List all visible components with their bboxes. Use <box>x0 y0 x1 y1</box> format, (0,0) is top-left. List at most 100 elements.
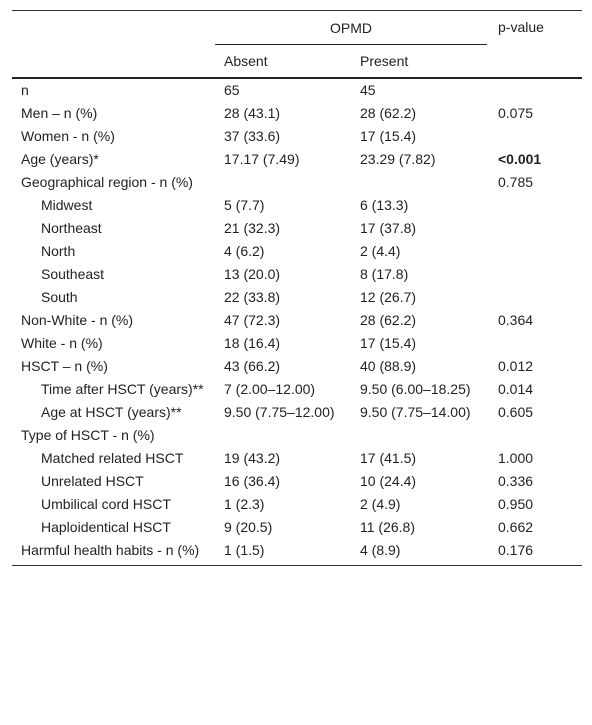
absent-cell: 43 (66.2) <box>224 358 281 374</box>
table-row: HSCT – n (%) 43 (66.2) 40 (88.9) 0.012 <box>12 355 582 378</box>
row-label: Southeast <box>41 266 105 282</box>
table-row: Harmful health habits - n (%) 1 (1.5) 4 (8… <box>12 539 582 566</box>
row-label: Age (years)* <box>21 151 99 167</box>
present-cell: 17 (15.4) <box>360 335 417 351</box>
present-cell: 12 (26.7) <box>360 289 417 305</box>
header-row: Absent Present <box>12 45 582 78</box>
absent-cell: 28 (43.1) <box>224 105 281 121</box>
table-row: Time after HSCT (years)** 7 (2.00–12.00) 9… <box>12 378 582 401</box>
absent-cell: 13 (20.0) <box>224 266 281 282</box>
present-cell: 9.50 (7.75–14.00) <box>360 404 471 420</box>
absent-cell: 18 (16.4) <box>224 335 281 351</box>
absent-cell: 16 (36.4) <box>224 473 281 489</box>
table-row: White - n (%) 18 (16.4) 17 (15.4) <box>12 332 582 355</box>
table-row: North 4 (6.2) 2 (4.4) <box>12 240 582 263</box>
pvalue-cell <box>487 125 582 148</box>
table-row: Unrelated HSCT 16 (36.4) 10 (24.4) 0.336 <box>12 470 582 493</box>
pvalue-cell <box>487 263 582 286</box>
row-label: South <box>41 289 78 305</box>
group-header: OPMD <box>215 10 487 45</box>
present-cell: 10 (24.4) <box>360 473 417 489</box>
table-row: Midwest 5 (7.7) 6 (13.3) <box>12 194 582 217</box>
row-label: Unrelated HSCT <box>41 473 144 489</box>
pvalue-cell <box>487 217 582 240</box>
present-cell <box>351 171 487 194</box>
present-cell: 17 (37.8) <box>360 220 417 236</box>
pvalue-cell <box>487 194 582 217</box>
pvalue-header: p-value <box>498 19 544 35</box>
absent-cell: 1 (2.3) <box>224 496 265 512</box>
present-cell: 28 (62.2) <box>360 105 417 121</box>
absent-cell: 4 (6.2) <box>224 243 265 259</box>
pvalue-cell <box>487 286 582 309</box>
table-head: OPMD p-value Absent Present <box>12 10 582 78</box>
pvalue-cell: 1.000 <box>498 450 534 466</box>
pvalue-cell <box>487 78 582 102</box>
row-label: Northeast <box>41 220 102 236</box>
absent-cell: 9.50 (7.75–12.00) <box>224 404 335 420</box>
table-row: Women - n (%) 37 (33.6) 17 (15.4) <box>12 125 582 148</box>
present-cell: 2 (4.4) <box>360 243 401 259</box>
present-cell: 17 (41.5) <box>360 450 417 466</box>
row-label: White - n (%) <box>21 335 103 351</box>
pvalue-cell <box>487 332 582 355</box>
present-cell: 4 (8.9) <box>360 542 401 558</box>
absent-cell <box>215 171 351 194</box>
results-table: OPMD p-value Absent Present n 65 45 Men – n… <box>12 10 582 566</box>
pvalue-cell: 0.950 <box>498 496 534 512</box>
row-label: Non-White - n (%) <box>21 312 134 328</box>
absent-cell: 17.17 (7.49) <box>224 151 300 167</box>
table-row: Southeast 13 (20.0) 8 (17.8) <box>12 263 582 286</box>
table-row: Northeast 21 (32.3) 17 (37.8) <box>12 217 582 240</box>
pvalue-cell: 0.364 <box>498 312 534 328</box>
row-label: Men – n (%) <box>21 105 98 121</box>
table-row: Age (years)* 17.17 (7.49) 23.29 (7.82) <0.0… <box>12 148 582 171</box>
row-label: Midwest <box>41 197 93 213</box>
absent-cell: 5 (7.7) <box>224 197 265 213</box>
absent-cell: 19 (43.2) <box>224 450 281 466</box>
header-blank <box>12 11 215 45</box>
row-label: Women - n (%) <box>21 128 115 144</box>
table-row: South 22 (33.8) 12 (26.7) <box>12 286 582 309</box>
present-cell: 28 (62.2) <box>360 312 417 328</box>
row-label: North <box>41 243 76 259</box>
absent-cell: 37 (33.6) <box>224 128 281 144</box>
row-label: Time after HSCT (years)** <box>41 381 204 397</box>
table-row: Non-White - n (%) 47 (72.3) 28 (62.2) 0.364 <box>12 309 582 332</box>
table-row: Geographical region - n (%) 0.785 <box>12 171 582 194</box>
absent-cell: 22 (33.8) <box>224 289 281 305</box>
table-row: n 65 45 <box>12 78 582 102</box>
pvalue-cell: 0.662 <box>498 519 534 535</box>
table-row: Umbilical cord HSCT 1 (2.3) 2 (4.9) 0.950 <box>12 493 582 516</box>
table-row: Matched related HSCT 19 (43.2) 17 (41.5) 1.… <box>12 447 582 470</box>
pvalue-cell: 0.014 <box>498 381 534 397</box>
pvalue-cell: 0.336 <box>498 473 534 489</box>
row-label: Haploidentical HSCT <box>41 519 171 535</box>
absent-cell: 9 (20.5) <box>224 519 273 535</box>
row-label: HSCT – n (%) <box>21 358 108 374</box>
present-cell: 45 <box>360 82 376 98</box>
absent-cell <box>215 424 351 447</box>
present-cell: 2 (4.9) <box>360 496 401 512</box>
row-label: Geographical region - n (%) <box>21 174 193 190</box>
present-cell <box>351 424 487 447</box>
pvalue-cell <box>487 424 582 447</box>
present-cell: 11 (26.8) <box>360 519 415 535</box>
row-label: n <box>21 82 29 98</box>
absent-cell: 1 (1.5) <box>224 542 265 558</box>
row-label: Harmful health habits - n (%) <box>21 542 200 558</box>
present-cell: 9.50 (6.00–18.25) <box>360 381 471 397</box>
row-label: Type of HSCT - n (%) <box>21 427 155 443</box>
present-cell: 40 (88.9) <box>360 358 417 374</box>
header-row: OPMD p-value <box>12 10 582 45</box>
present-cell: 6 (13.3) <box>360 197 409 213</box>
present-cell: 8 (17.8) <box>360 266 409 282</box>
column-header: Present <box>360 53 409 69</box>
pvalue-cell: 0.075 <box>498 105 534 121</box>
row-label: Matched related HSCT <box>41 450 184 466</box>
table-row: Men – n (%) 28 (43.1) 28 (62.2) 0.075 <box>12 102 582 125</box>
table-body: n 65 45 Men – n (%) 28 (43.1) 28 (62.2) 0.075 W… <box>12 78 582 566</box>
pvalue-cell: 0.176 <box>498 542 534 558</box>
absent-cell: 47 (72.3) <box>224 312 281 328</box>
absent-cell: 7 (2.00–12.00) <box>224 381 316 397</box>
